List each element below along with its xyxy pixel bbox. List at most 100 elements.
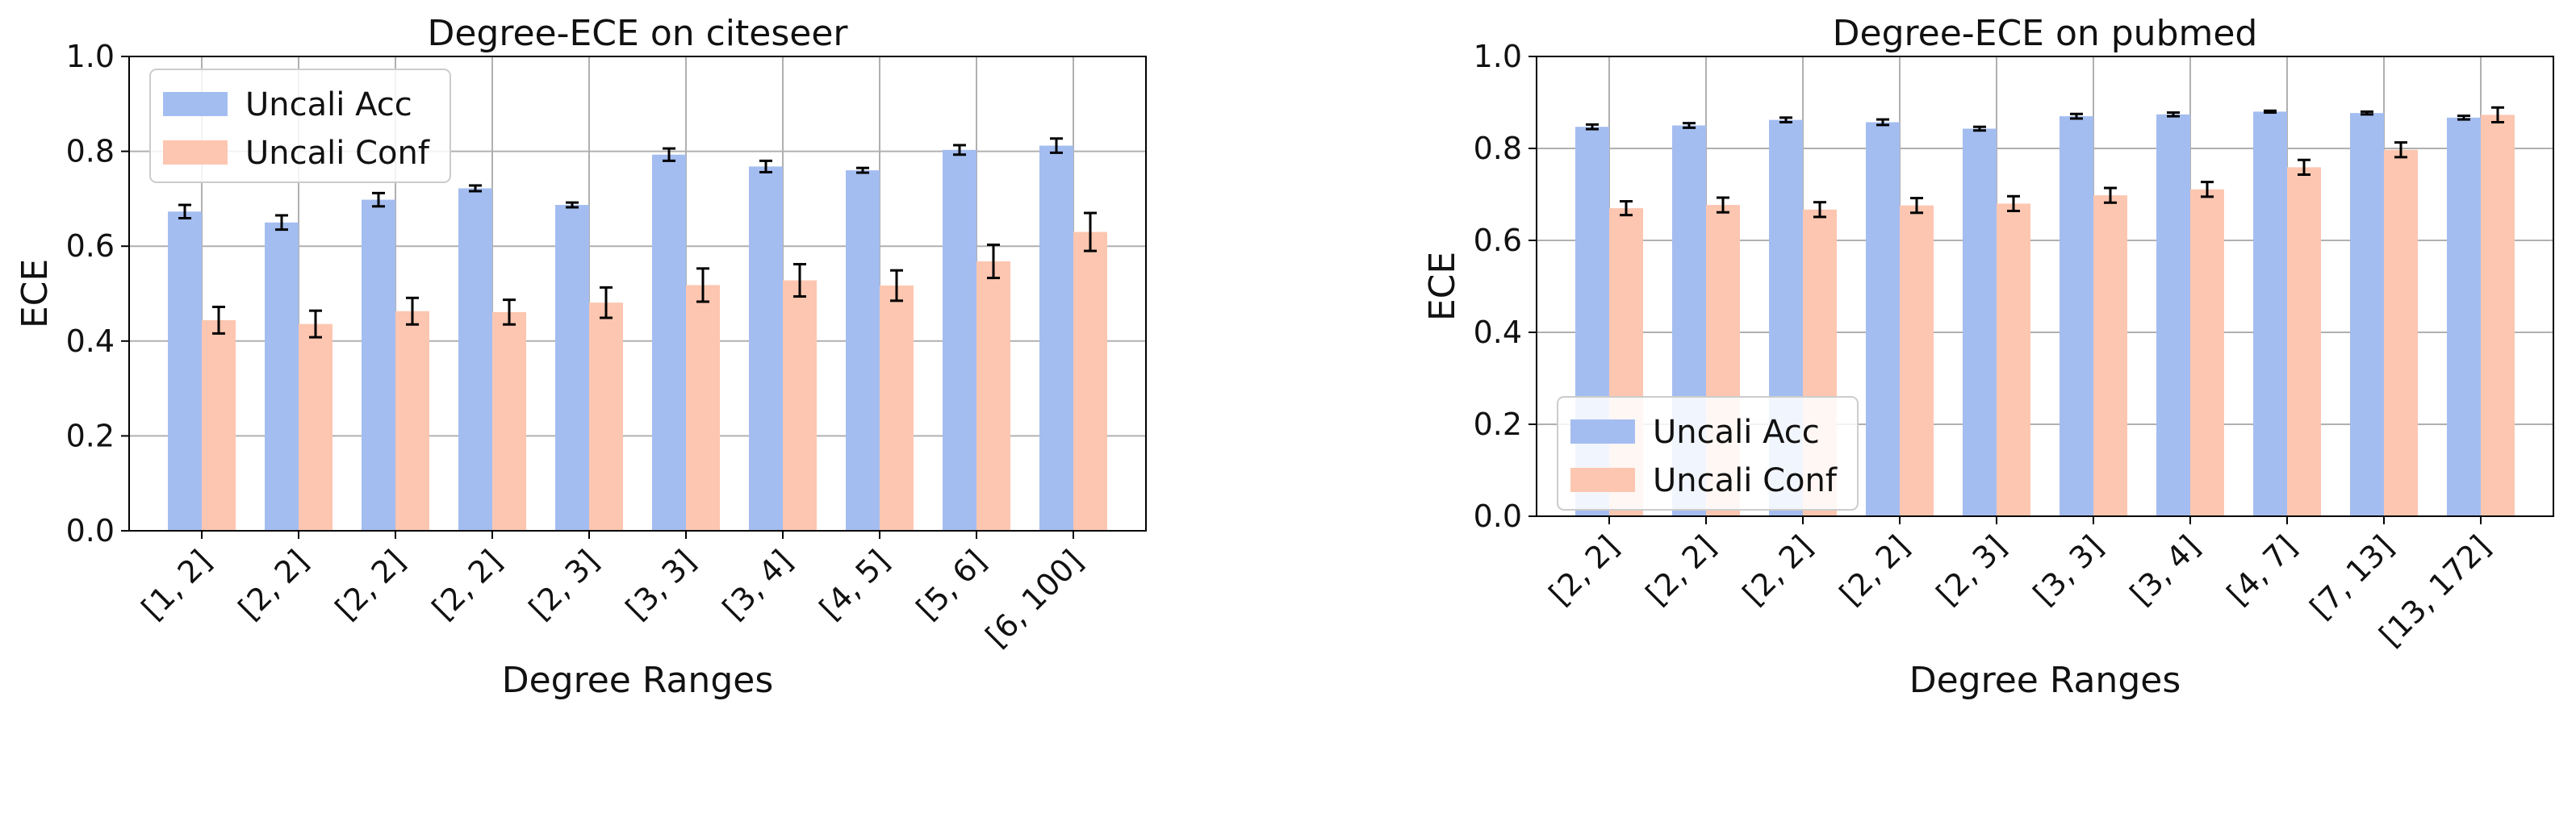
y-tick-label: 0.0 — [66, 513, 115, 549]
x-tick-label: [2, 2] — [1833, 528, 1916, 611]
bar — [652, 154, 686, 531]
y-axis-label: ECE — [1422, 252, 1463, 321]
error-bar — [1586, 123, 1599, 131]
error-bar — [212, 305, 225, 335]
x-tick-label: [3, 3] — [619, 543, 702, 626]
x-tick-label: [2, 2] — [232, 543, 315, 626]
bar — [2093, 195, 2127, 516]
series-2 — [202, 211, 1107, 531]
error-bar — [503, 298, 516, 326]
x-tick-label: [6, 100] — [979, 543, 1090, 654]
error-bar — [469, 184, 482, 193]
error-bar — [2394, 141, 2407, 159]
x-tick-label: [2, 2] — [328, 543, 412, 626]
y-tick-label: 0.4 — [1474, 315, 1522, 350]
bar — [1073, 232, 1107, 531]
error-bar — [987, 243, 1000, 280]
bar — [943, 149, 976, 531]
bar — [2481, 115, 2515, 516]
x-tick-label: [4, 5] — [813, 543, 896, 626]
error-bar — [600, 286, 613, 319]
x-tick-label: [7, 13] — [2303, 528, 2400, 625]
error-bar — [1779, 116, 1792, 124]
error-bar — [856, 166, 869, 174]
x-tick-label: [2, 3] — [522, 543, 605, 626]
legend-swatch — [1570, 468, 1635, 492]
y-tick-label: 0.0 — [1474, 499, 1522, 534]
error-bar — [793, 263, 806, 298]
bar — [299, 323, 332, 531]
x-tick-label: [4, 7] — [2220, 528, 2303, 611]
error-bar — [2457, 115, 2470, 121]
y-tick-label: 0.2 — [1474, 407, 1522, 442]
x-tick-label: [2, 3] — [1930, 528, 2013, 611]
error-bar — [1084, 211, 1097, 252]
x-tick-label: [2, 2] — [425, 543, 508, 626]
bar — [880, 286, 914, 531]
bar — [2384, 149, 2418, 516]
error-bar — [275, 214, 288, 232]
bar — [265, 222, 299, 531]
bar — [976, 261, 1010, 531]
bar — [783, 280, 817, 531]
x-tick-label: [2, 2] — [1542, 528, 1625, 611]
chart-title: Degree-ECE on citeseer — [427, 13, 848, 54]
y-tick-label: 0.6 — [1474, 223, 1522, 258]
error-bar — [2361, 110, 2373, 116]
error-bar — [2491, 106, 2504, 124]
y-tick-label: 0.6 — [66, 228, 115, 264]
error-bar — [2007, 194, 2020, 213]
bar — [202, 319, 236, 531]
bar — [2350, 113, 2384, 517]
error-bar — [2167, 111, 2180, 118]
y-tick-label: 1.0 — [66, 39, 115, 74]
x-tick-label: [3, 4] — [716, 543, 799, 626]
bar — [555, 205, 589, 531]
error-bar — [309, 309, 322, 339]
legend-swatch — [163, 140, 228, 165]
legend-label: Uncali Conf — [1653, 462, 1838, 499]
y-tick-label: 1.0 — [1474, 39, 1522, 74]
bar — [2190, 189, 2224, 517]
bar — [2287, 167, 2321, 516]
error-bar — [566, 201, 579, 209]
bar — [2447, 117, 2481, 516]
error-bar — [2070, 112, 2083, 120]
error-bar — [372, 191, 385, 208]
error-bar — [1683, 122, 1696, 129]
error-bar — [1717, 196, 1729, 214]
bar — [589, 302, 623, 531]
series-2 — [1609, 106, 2515, 517]
legend-swatch — [1570, 419, 1635, 444]
bar — [1997, 203, 2030, 516]
bar — [2156, 114, 2190, 516]
axes-frame — [1536, 56, 2554, 517]
legend-label: Uncali Acc — [245, 86, 412, 123]
bar — [2253, 111, 2287, 516]
error-bar — [953, 144, 966, 156]
error-bar — [1813, 201, 1826, 219]
y-tick-label: 0.4 — [66, 323, 115, 359]
x-tick-label: [3, 3] — [2026, 528, 2110, 611]
bar — [168, 211, 202, 531]
bar — [749, 166, 783, 531]
error-bar — [1973, 125, 1986, 132]
bar — [846, 170, 880, 531]
error-bar — [406, 296, 419, 326]
series-1 — [168, 137, 1073, 532]
bar — [1039, 145, 1073, 531]
x-tick-label: [2, 2] — [1639, 528, 1722, 611]
axes-frame — [128, 56, 1147, 532]
bar — [686, 285, 720, 531]
chart-panel-1: 0.00.20.40.60.81.0[1, 2] [2, 2] [2, 2] [2, … — [15, 13, 1147, 701]
error-bar — [696, 267, 709, 303]
y-tick-label: 0.8 — [1474, 131, 1522, 166]
y-tick-label: 0.8 — [66, 134, 115, 169]
error-bar — [2298, 158, 2310, 176]
legend: Uncali Acc Uncali Conf — [149, 69, 451, 183]
x-axis-label: Degree Ranges — [1909, 660, 2181, 701]
legend-label: Uncali Acc — [1653, 414, 1820, 451]
error-bar — [178, 203, 191, 220]
bar — [1866, 122, 1900, 516]
